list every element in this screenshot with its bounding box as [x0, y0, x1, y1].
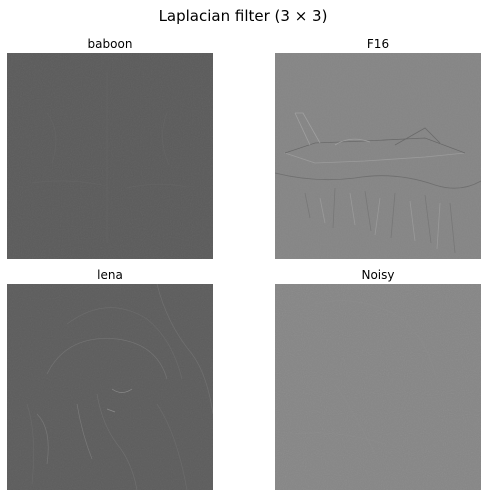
panel-baboon: baboon — [7, 37, 213, 259]
panel-f16: F16 — [275, 37, 481, 259]
lena-image — [7, 284, 213, 490]
panel-title-lena: lena — [97, 268, 123, 282]
panel-title-noisy: Noisy — [361, 268, 395, 282]
baboon-image — [7, 53, 213, 259]
figure-title: Laplacian filter (3 × 3) — [158, 7, 328, 25]
panel-lena: lena — [7, 268, 213, 490]
f16-image — [275, 53, 481, 259]
panel-title-f16: F16 — [366, 37, 390, 51]
panel-title-baboon: baboon — [87, 37, 133, 51]
panel-noisy: Noisy — [275, 268, 481, 490]
noisy-image — [275, 284, 481, 490]
